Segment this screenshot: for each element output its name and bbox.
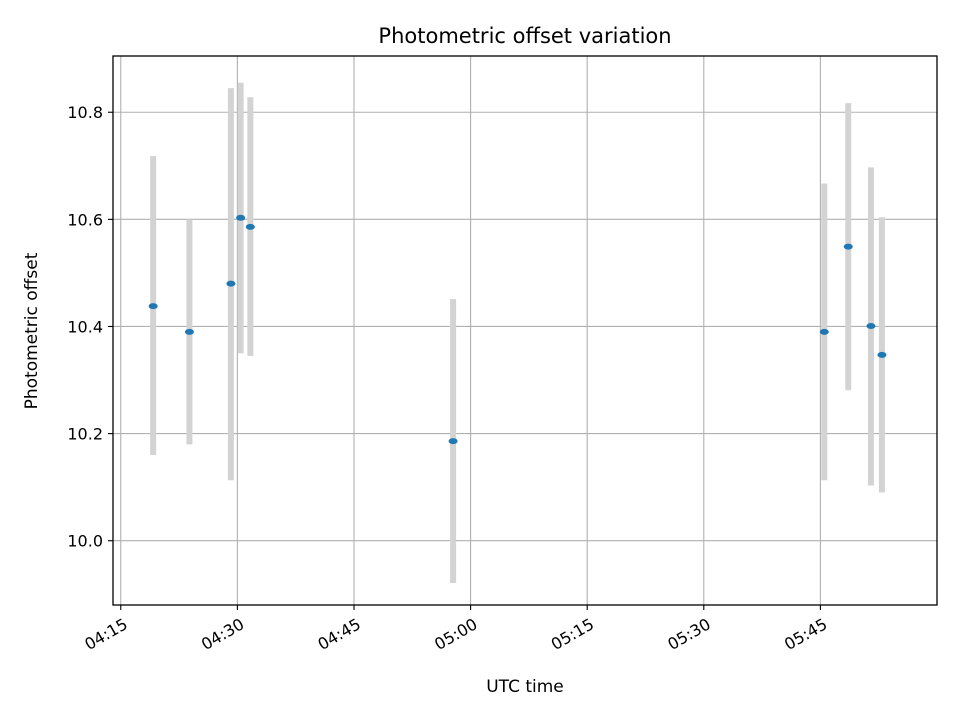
data-point [236, 214, 246, 221]
data-point [819, 328, 829, 335]
y-axis-ticks: 10.0 10.2 10.4 10.6 10.8 [67, 103, 113, 551]
y-tick-label: 10.4 [67, 317, 103, 336]
data-point [148, 303, 158, 310]
x-axis-label: UTC time [486, 677, 564, 697]
y-axis-label: Photometric offset [22, 252, 42, 409]
data-point [226, 280, 236, 287]
data-point [245, 223, 255, 230]
data-point [877, 351, 887, 358]
data-point [866, 322, 876, 329]
chart-title: Photometric offset variation [378, 24, 671, 48]
y-tick-label: 10.8 [67, 103, 103, 122]
y-tick-label: 10.6 [67, 210, 103, 229]
data-point [448, 438, 458, 445]
data-point [843, 243, 853, 250]
data-point [184, 328, 194, 335]
plot-frame [112, 55, 938, 606]
y-tick-label: 10.2 [67, 425, 103, 444]
data-points [148, 214, 887, 445]
y-tick-label: 10.0 [67, 532, 103, 551]
